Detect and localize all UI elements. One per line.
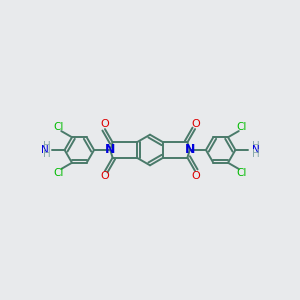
Text: H: H (251, 149, 259, 159)
Text: H: H (44, 149, 51, 159)
Text: Cl: Cl (236, 168, 246, 178)
Text: Cl: Cl (236, 122, 246, 132)
Text: N: N (251, 145, 259, 155)
Text: H: H (251, 141, 259, 151)
Text: O: O (100, 119, 109, 129)
Text: Cl: Cl (54, 122, 64, 132)
Text: O: O (191, 171, 200, 181)
Text: Cl: Cl (54, 168, 64, 178)
Text: O: O (100, 171, 109, 181)
Text: N: N (184, 143, 195, 157)
Text: N: N (41, 145, 49, 155)
Text: N: N (105, 143, 116, 157)
Text: H: H (44, 141, 51, 151)
Text: O: O (191, 119, 200, 129)
